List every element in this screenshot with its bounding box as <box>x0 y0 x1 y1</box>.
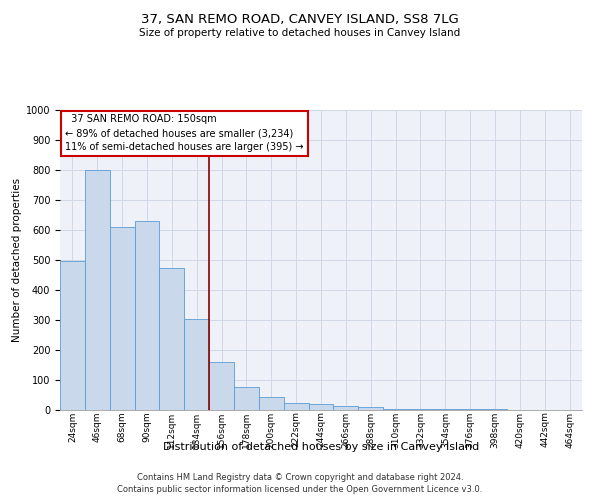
Bar <box>433 409 458 410</box>
Bar <box>334 406 358 410</box>
Text: 37 SAN REMO ROAD: 150sqm  
← 89% of detached houses are smaller (3,234)
11% of s: 37 SAN REMO ROAD: 150sqm ← 89% of detach… <box>65 114 304 152</box>
Bar <box>383 408 408 410</box>
Text: 37, SAN REMO ROAD, CANVEY ISLAND, SS8 7LG: 37, SAN REMO ROAD, CANVEY ISLAND, SS8 7L… <box>141 12 459 26</box>
Bar <box>234 386 259 410</box>
Y-axis label: Number of detached properties: Number of detached properties <box>11 178 22 342</box>
Text: Size of property relative to detached houses in Canvey Island: Size of property relative to detached ho… <box>139 28 461 38</box>
Text: Contains public sector information licensed under the Open Government Licence v3: Contains public sector information licen… <box>118 485 482 494</box>
Bar <box>184 318 209 410</box>
Bar <box>408 408 433 410</box>
Text: Distribution of detached houses by size in Canvey Island: Distribution of detached houses by size … <box>163 442 479 452</box>
Bar <box>134 221 160 410</box>
Bar <box>284 404 308 410</box>
Text: Contains HM Land Registry data © Crown copyright and database right 2024.: Contains HM Land Registry data © Crown c… <box>137 472 463 482</box>
Bar <box>85 170 110 410</box>
Bar <box>110 227 134 410</box>
Bar <box>60 260 85 410</box>
Bar <box>358 407 383 410</box>
Bar <box>458 409 482 410</box>
Bar <box>209 362 234 410</box>
Bar <box>308 404 334 410</box>
Bar <box>259 398 284 410</box>
Bar <box>160 268 184 410</box>
